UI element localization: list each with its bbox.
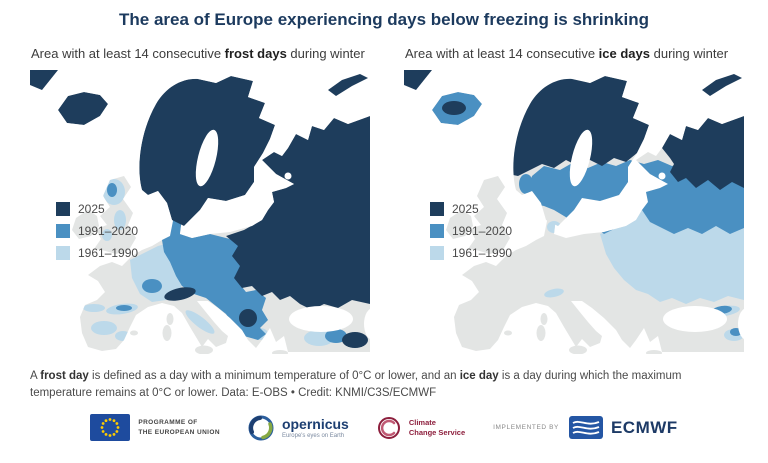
- ecmwf-wordmark: ECMWF: [610, 417, 678, 437]
- footnote-ice-day: ice day: [459, 370, 499, 382]
- frost-map-legend: 2025 1991–2020 1961–1990: [56, 202, 138, 260]
- legend-swatch-2025: [56, 202, 70, 216]
- footnote-text: is defined as a day with a minimum tempe…: [88, 370, 460, 382]
- legend-swatch-1991-2020: [56, 224, 70, 238]
- frost-extent-2025: [58, 76, 370, 348]
- copernicus-swirl-icon: [248, 415, 274, 441]
- frost-subtitle-keyword: frost days: [224, 46, 287, 61]
- footnote-text: is a day during which the maximum temper…: [30, 370, 682, 399]
- frost-subtitle-suffix: during winter: [286, 46, 365, 61]
- climate-change-service-logo: Climate Change Service: [377, 416, 465, 440]
- legend-swatch-1991-2020: [430, 224, 444, 238]
- legend-label-1991-2020: 1991–2020: [78, 224, 139, 238]
- footnote: A frost day is defined as a day with a m…: [0, 368, 745, 401]
- logo-row: PROGRAMME OF THE EUROPEAN UNION opernicu…: [0, 414, 768, 442]
- legend-swatch-2025: [430, 202, 444, 216]
- copernicus-tagline: Europe's eyes on Earth: [281, 432, 345, 439]
- frost-subtitle-prefix: Area with at least 14 consecutive: [31, 46, 225, 61]
- page-title: The area of Europe experiencing days bel…: [119, 10, 649, 29]
- legend-label-1961-1990: 1961–1990: [452, 246, 513, 260]
- frost-extent-1991-2020: [107, 183, 347, 343]
- ice-extent-2025: [442, 76, 744, 190]
- infographic: The area of Europe experiencing days bel…: [0, 10, 768, 442]
- frost-map: [30, 70, 370, 354]
- frost-map-subtitle: Area with at least 14 consecutive frost …: [31, 46, 370, 61]
- c3s-text-line1: Climate: [408, 417, 436, 427]
- legend-label-2025: 2025: [452, 202, 479, 216]
- footnote-text: A: [30, 370, 41, 382]
- frost-map-panel: Area with at least 14 consecutive frost …: [30, 46, 370, 354]
- ecmwf-flag-icon: [568, 416, 603, 440]
- c3s-icon: [377, 416, 400, 439]
- ice-subtitle-keyword: ice days: [598, 46, 650, 61]
- map-panels: Area with at least 14 consecutive frost …: [0, 46, 768, 354]
- legend-row: 1991–2020: [430, 224, 512, 238]
- legend-row: 2025: [56, 202, 138, 216]
- copernicus-name: opernicus: [281, 415, 349, 432]
- ice-map: [404, 70, 744, 354]
- copernicus-logo: opernicus Europe's eyes on Earth: [248, 415, 349, 441]
- legend-swatch-1961-1990: [56, 246, 70, 260]
- ice-map-container: 2025 1991–2020 1961–1990: [404, 70, 744, 354]
- eu-flag-icon: [90, 414, 131, 442]
- legend-row: 1961–1990: [430, 246, 512, 260]
- copernicus-wordmark: opernicus Europe's eyes on Earth: [282, 417, 349, 439]
- legend-swatch-1961-1990: [430, 246, 444, 260]
- frost-map-container: 2025 1991–2020 1961–1990: [30, 70, 370, 354]
- ice-map-legend: 2025 1991–2020 1961–1990: [430, 202, 512, 260]
- ecmwf-logo: IMPLEMENTED BY ECMWF: [493, 416, 678, 440]
- ice-map-panel: Area with at least 14 consecutive ice da…: [404, 46, 744, 354]
- eu-text-line2: THE EUROPEAN UNION: [138, 428, 220, 436]
- legend-row: 1961–1990: [56, 246, 138, 260]
- ice-map-subtitle: Area with at least 14 consecutive ice da…: [405, 46, 744, 61]
- eu-text-line1: PROGRAMME OF: [138, 419, 198, 427]
- legend-row: 2025: [430, 202, 512, 216]
- eu-programme-text: PROGRAMME OF THE EUROPEAN UNION: [138, 418, 220, 438]
- legend-label-1991-2020: 1991–2020: [452, 224, 513, 238]
- ice-subtitle-prefix: Area with at least 14 consecutive: [405, 46, 599, 61]
- c3s-text-line2: Change Service: [408, 427, 466, 437]
- eu-programme-logo: PROGRAMME OF THE EUROPEAN UNION: [90, 414, 220, 442]
- ice-subtitle-suffix: during winter: [650, 46, 729, 61]
- footnote-frost-day: frost day: [40, 370, 89, 382]
- legend-label-2025: 2025: [78, 202, 105, 216]
- c3s-text: Climate Change Service: [409, 418, 465, 438]
- implemented-by-label: IMPLEMENTED BY: [493, 424, 559, 432]
- legend-row: 1991–2020: [56, 224, 138, 238]
- legend-label-1961-1990: 1961–1990: [78, 246, 139, 260]
